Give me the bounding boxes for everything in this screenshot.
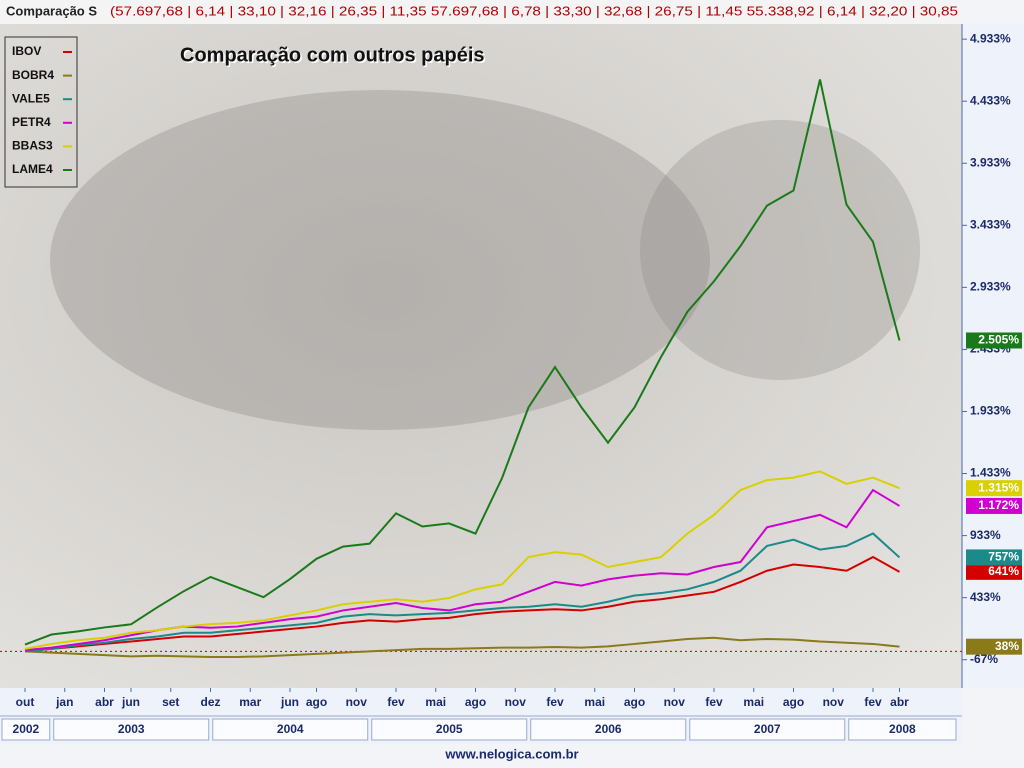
end-label: 38% (995, 639, 1019, 653)
x-tick-label: fev (387, 695, 405, 709)
year-label: 2007 (754, 722, 781, 736)
decor (640, 120, 920, 380)
y-tick-label: 4.433% (970, 93, 1011, 107)
x-tick-label: ago (465, 695, 486, 709)
x-tick-label: fev (546, 695, 564, 709)
x-tick-label: fev (705, 695, 723, 709)
x-tick-label: fev (864, 695, 882, 709)
end-label-box (966, 497, 1022, 514)
x-tick-label: out (16, 695, 35, 709)
end-label: 2.505% (978, 333, 1019, 347)
year-box (371, 718, 528, 741)
footer: www.nelogica.com.br (444, 746, 578, 761)
x-tick-label: nov (505, 695, 527, 709)
year-label: 2003 (118, 722, 145, 736)
legend-box (4, 36, 78, 188)
legend-label: BBAS3 (12, 139, 53, 153)
end-label-box (966, 480, 1022, 497)
x-tick-label: mai (425, 695, 446, 709)
y-tick-label: 3.933% (970, 155, 1011, 169)
chart-title: Comparação com outros papéis (180, 44, 485, 66)
y-tick-label: 2.933% (970, 280, 1011, 294)
y-tick-label: 1.933% (970, 404, 1011, 418)
x-tick-label: mar (239, 695, 261, 709)
x-tick-label: dez (200, 695, 220, 709)
year-box (212, 718, 369, 741)
header-title: Comparação S (6, 3, 97, 18)
header-values: (57.697,68 | 6,14 | 33,10 | 32,16 | 26,3… (110, 3, 958, 18)
series-line (24, 555, 900, 653)
x-tick-label: jun (280, 695, 299, 709)
year-label: 2006 (595, 722, 622, 736)
legend-label: IBOV (12, 44, 41, 58)
end-label-box (966, 549, 1022, 566)
series-line (24, 470, 900, 650)
header-bar (0, 0, 962, 24)
x-tick-label: abr (890, 695, 909, 709)
y-tick-label: 1.433% (970, 466, 1011, 480)
year-box (530, 718, 687, 741)
chart-title-shadow: Comparação com outros papéis (182, 46, 487, 68)
year-box (689, 718, 846, 741)
legend-label: PETR4 (12, 115, 51, 129)
x-tick-label: jan (55, 695, 73, 709)
x-tick-label: mai (584, 695, 605, 709)
y-axis-area (962, 24, 1024, 688)
decor (50, 90, 710, 430)
x-tick-label: ago (783, 695, 804, 709)
series-line (24, 636, 900, 658)
series-line (24, 532, 901, 653)
y-tick-label: 933% (970, 528, 1001, 542)
x-tick-label: mai (743, 695, 764, 709)
x-tick-label: nov (823, 695, 845, 709)
x-tick-label: jun (121, 695, 140, 709)
x-tick-label: nov (664, 695, 686, 709)
x-tick-label: ago (624, 695, 645, 709)
legend-label: LAME4 (12, 162, 53, 176)
end-label: 1.172% (978, 498, 1019, 512)
end-label-box (966, 332, 1022, 349)
end-label: 1.315% (978, 480, 1019, 494)
y-tick-label: 3.433% (970, 217, 1011, 231)
end-label-box (966, 638, 1022, 655)
y-tick-label: 433% (970, 590, 1001, 604)
x-tick-label: nov (346, 695, 368, 709)
series-line (24, 79, 901, 646)
end-label: 757% (988, 550, 1019, 564)
year-label: 2004 (277, 722, 304, 736)
plot-background (0, 24, 962, 688)
year-box (848, 718, 957, 741)
year-label: 2008 (889, 722, 916, 736)
end-label-box (966, 563, 1022, 580)
x-tick-label: set (162, 695, 179, 709)
year-box (53, 718, 210, 741)
legend-label: VALE5 (12, 91, 50, 105)
y-tick-label: -67% (970, 652, 998, 666)
year-label: 2005 (436, 722, 463, 736)
y-tick-label: 4.933% (970, 31, 1011, 45)
end-label: 641% (988, 564, 1019, 578)
x-tick-label: abr (95, 695, 114, 709)
x-tick-label: ago (306, 695, 327, 709)
year-box (1, 718, 51, 741)
legend-label: BOBR4 (12, 68, 54, 82)
year-label: 2002 (13, 722, 40, 736)
